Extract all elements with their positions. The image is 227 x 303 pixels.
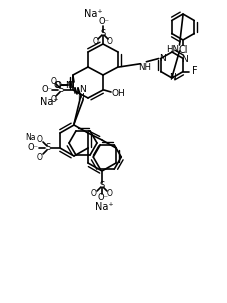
Text: S: S (100, 29, 106, 38)
Text: N: N (77, 92, 83, 102)
Text: N: N (181, 55, 188, 64)
Text: O⁻: O⁻ (99, 18, 109, 26)
Text: O: O (37, 135, 43, 144)
Text: S: S (45, 144, 51, 152)
Text: S: S (99, 181, 105, 189)
Text: N: N (159, 54, 166, 63)
Text: F: F (192, 66, 198, 76)
Text: NH: NH (138, 63, 151, 72)
Text: N: N (80, 85, 86, 94)
Text: O: O (54, 81, 61, 89)
Text: O: O (107, 189, 113, 198)
Text: O: O (37, 152, 43, 161)
Text: Na: Na (26, 132, 36, 142)
Text: Na⁺: Na⁺ (95, 202, 113, 212)
Text: O: O (107, 36, 113, 45)
Text: OH: OH (111, 88, 125, 98)
Text: N: N (67, 81, 73, 89)
Text: O⁻: O⁻ (27, 144, 39, 152)
Text: O: O (54, 81, 62, 89)
Text: Cl: Cl (178, 45, 188, 55)
Text: O⁻: O⁻ (42, 85, 52, 95)
Text: Na⁺: Na⁺ (84, 9, 102, 19)
Text: O: O (51, 76, 57, 85)
Text: HN: HN (166, 45, 179, 54)
Text: O: O (93, 36, 99, 45)
Text: Na⁺: Na⁺ (40, 97, 58, 107)
Text: O: O (91, 189, 97, 198)
Text: S: S (58, 85, 64, 95)
Text: N: N (170, 72, 176, 82)
Text: O: O (51, 95, 57, 104)
Text: O⁻: O⁻ (98, 194, 109, 202)
Text: N: N (66, 81, 72, 89)
